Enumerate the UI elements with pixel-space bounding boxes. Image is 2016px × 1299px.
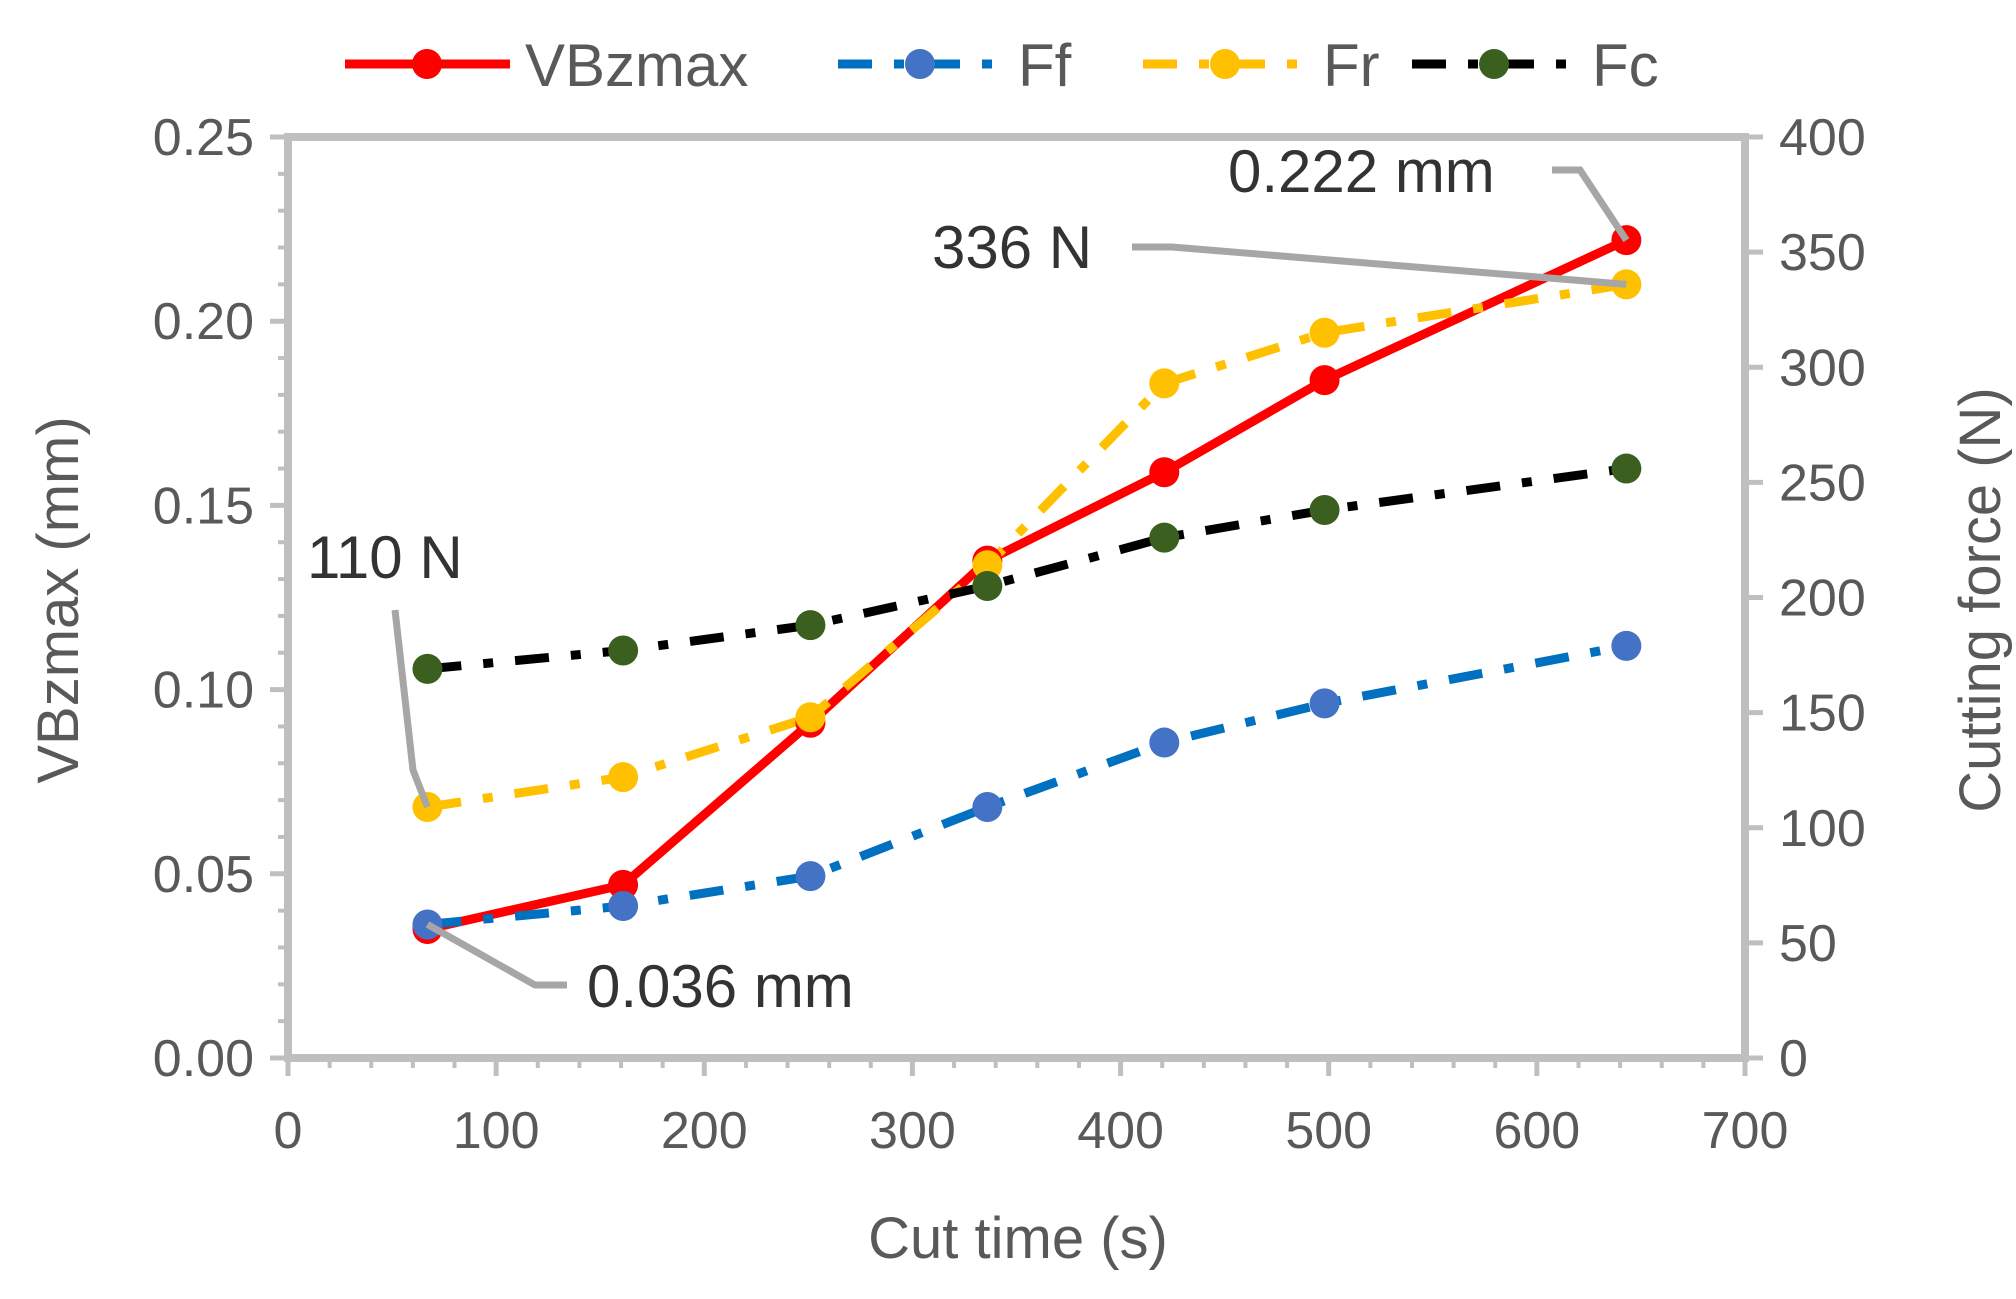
y-right-tick-label: 250: [1779, 454, 1866, 512]
legend-marker-fr: [1210, 49, 1240, 79]
data-point-fc: [1309, 495, 1340, 526]
annotation-0036mm: 0.036 mm: [587, 953, 854, 1020]
annotation-0222mm: 0.222 mm: [1228, 138, 1495, 205]
y-left-tick-label: 0.00: [153, 1030, 254, 1088]
y-left-tick-label: 0.25: [153, 109, 254, 167]
series-line-fc: [427, 464, 1627, 674]
annotations: 110 N 336 N 0.222 mm 0.036 mm: [307, 138, 1630, 1020]
data-point-vbzmax: [608, 869, 639, 900]
series-layer: [412, 225, 1642, 945]
data-point-fr: [1309, 317, 1340, 348]
annotation-110n: 110 N: [307, 524, 463, 591]
ticks: 0 100 200 300 400 500 600 7000.000.050.100.150.…: [153, 109, 1866, 1160]
x-axis-title: Cut time (s): [868, 1206, 1168, 1271]
legend-label-fc: Fc: [1592, 32, 1659, 99]
x-tick-label: 100: [453, 1102, 540, 1160]
legend-label-vbzmax: VBzmax: [525, 32, 748, 99]
y-right-axis-title: Cutting force (N): [1948, 387, 2013, 812]
y-left-tick-label: 0.20: [153, 293, 254, 351]
data-point-ff: [1149, 727, 1180, 758]
x-tick-label: 500: [1285, 1102, 1372, 1160]
x-tick-label: 300: [869, 1102, 956, 1160]
data-point-fc: [1149, 522, 1180, 553]
legend-label-ff: Ff: [1018, 32, 1072, 99]
y-right-tick-label: 350: [1779, 224, 1866, 282]
leader-line-110n: [391, 609, 431, 809]
y-right-tick-label: 300: [1779, 339, 1866, 397]
legend-label-fr: Fr: [1323, 32, 1380, 99]
data-point-fc: [412, 653, 443, 684]
y-left-axis-title: VBzmax (mm): [26, 416, 91, 783]
y-right-tick-label: 200: [1779, 570, 1866, 628]
data-point-fc: [1611, 453, 1642, 484]
y-left-tick-label: 0.10: [153, 662, 254, 720]
data-point-fc: [608, 635, 639, 666]
data-point-ff: [608, 891, 639, 922]
x-tick-label: 200: [661, 1102, 748, 1160]
y-left-tick-label: 0.05: [153, 846, 254, 904]
y-right-tick-label: 100: [1779, 800, 1866, 858]
series-line-vbzmax: [426, 236, 1629, 934]
y-right-tick-label: 50: [1779, 915, 1837, 973]
data-point-ff: [795, 861, 826, 892]
data-point-fr: [1149, 368, 1180, 399]
data-point-fc: [795, 610, 826, 641]
legend-marker-fc: [1479, 49, 1509, 79]
y-left-tick-label: 0.15: [153, 477, 254, 535]
leader-line-0222mm: [1552, 166, 1630, 243]
data-point-ff: [1611, 630, 1642, 661]
series-line-ff: [427, 641, 1628, 929]
x-tick-label: 400: [1077, 1102, 1164, 1160]
data-point-fr: [608, 762, 639, 793]
x-tick-label: 700: [1702, 1102, 1789, 1160]
data-point-ff: [1309, 688, 1340, 719]
data-point-ff: [972, 792, 1003, 823]
legend-marker-ff: [905, 49, 935, 79]
leader-line-336n: [1132, 243, 1627, 288]
x-tick-label: 0: [274, 1102, 303, 1160]
legend: VBzmax Ff Fr Fc: [345, 32, 1659, 99]
y-right-tick-label: 400: [1779, 109, 1866, 167]
annotation-336n: 336 N: [932, 214, 1092, 281]
x-tick-label: 600: [1493, 1102, 1580, 1160]
data-point-fr: [795, 702, 826, 733]
data-point-fc: [972, 570, 1003, 601]
legend-marker-vbzmax: [412, 49, 442, 79]
data-point-vbzmax: [1149, 457, 1180, 488]
data-point-fr: [972, 550, 1003, 581]
leader-line-0036mm: [425, 921, 567, 989]
y-right-tick-label: 0: [1779, 1030, 1808, 1088]
y-right-tick-label: 150: [1779, 685, 1866, 743]
data-point-vbzmax: [1309, 365, 1340, 396]
